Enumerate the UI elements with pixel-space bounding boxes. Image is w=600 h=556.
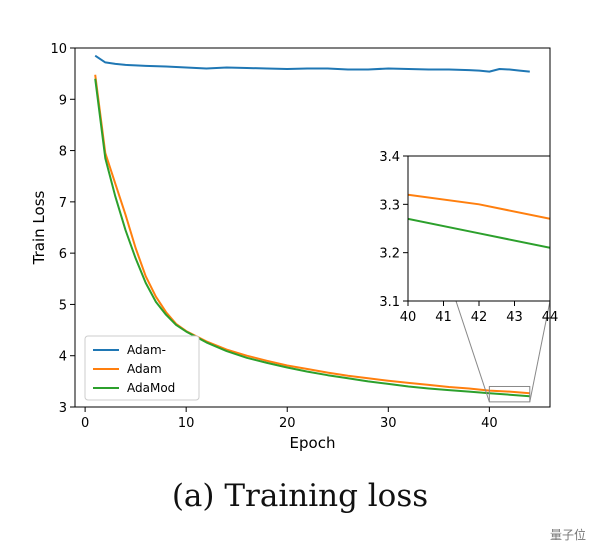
inset-background [408,156,550,301]
y-tick-label: 10 [50,42,67,57]
legend-label: Adam- [127,343,166,357]
x-tick-label: 20 [279,416,296,431]
legend-label: Adam [127,362,162,376]
y-tick-label: 5 [59,298,67,313]
y-tick-label: 4 [59,350,67,365]
inset-x-tick-label: 43 [506,310,523,325]
x-tick-label: 30 [380,416,397,431]
inset-x-tick-label: 42 [471,310,488,325]
inset-x-tick-label: 41 [435,310,452,325]
inset-y-tick-label: 3.3 [379,198,400,213]
figure-caption: (a) Training loss [171,478,429,514]
y-axis-label: Train Loss [30,190,48,265]
inset-y-tick-label: 3.1 [379,295,400,310]
y-tick-label: 8 [59,145,67,160]
legend-box [84,335,200,401]
x-axis-label: Epoch [290,434,336,452]
training-loss-chart: 0 10 20 30 40 3 4 5 6 7 8 9 10 Epoch Train Loss 40 41 42 4… [30,42,559,452]
watermark: 量子位 [549,528,586,542]
y-tick-label: 6 [59,247,67,262]
y-tick-label: 3 [59,401,67,416]
inset-x-tick-label: 40 [400,310,417,325]
inset-y-tick-label: 3.4 [379,150,400,165]
inset-y-tick-label: 3.2 [379,247,400,262]
y-tick-label: 9 [59,93,67,108]
zoom-connector-line [529,300,551,402]
x-tick-label: 10 [178,416,195,431]
y-tick-label: 7 [59,196,67,211]
x-tick-label: 40 [481,416,498,431]
series-line-adamod [94,78,530,398]
series-line-adam- [94,54,530,73]
legend-label: AdaMod [127,381,175,395]
inset-x-tick-label: 44 [542,310,559,325]
zoom-region-box [488,385,531,403]
x-tick-label: 0 [81,416,89,431]
series-line-adam [94,74,530,395]
